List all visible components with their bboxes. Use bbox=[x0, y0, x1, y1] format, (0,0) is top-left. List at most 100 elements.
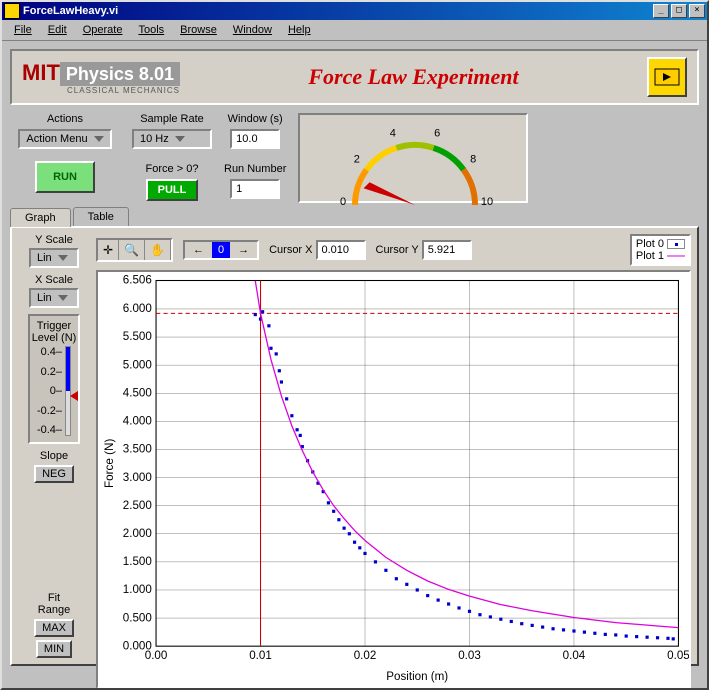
xscale-value: Lin bbox=[37, 292, 52, 304]
yscale-label: Y Scale bbox=[29, 234, 79, 246]
sample-rate-select[interactable]: 10 Hz bbox=[132, 129, 212, 149]
runnum-label: Run Number bbox=[224, 163, 286, 175]
cursor-x-input[interactable]: 0.010 bbox=[316, 240, 366, 260]
prev-button[interactable]: ← bbox=[185, 242, 212, 258]
menu-tools[interactable]: Tools bbox=[130, 22, 172, 38]
menu-edit[interactable]: Edit bbox=[40, 22, 75, 38]
runnum-input[interactable]: 1 bbox=[230, 179, 280, 199]
run-button[interactable]: RUN bbox=[35, 161, 95, 193]
close-button[interactable]: × bbox=[689, 4, 705, 18]
trigger-slider[interactable]: Trigger Level (N) 0.4–0.2–0–-0.2–-0.4– bbox=[28, 314, 81, 444]
actions-menu[interactable]: Action Menu bbox=[18, 129, 111, 149]
legend: Plot 0 Plot 1 bbox=[630, 234, 691, 266]
tabs: Graph Table bbox=[10, 207, 699, 226]
cursor-nav[interactable]: ←0→ bbox=[183, 240, 259, 260]
dropdown-icon bbox=[58, 255, 68, 261]
gauge: 0 2 4 6 8 10 bbox=[298, 113, 528, 203]
dropdown-icon bbox=[94, 136, 104, 142]
xscale-label: X Scale bbox=[29, 274, 79, 286]
svg-text:1.500: 1.500 bbox=[123, 555, 153, 568]
pull-button[interactable]: PULL bbox=[146, 179, 199, 201]
svg-text:5.500: 5.500 bbox=[123, 330, 153, 343]
mit-red: MIT bbox=[22, 60, 60, 85]
crosshair-icon[interactable]: ✛ bbox=[98, 240, 119, 260]
xscale-select[interactable]: Lin bbox=[29, 288, 79, 308]
fit-max-button[interactable]: MAX bbox=[34, 619, 74, 637]
svg-text:0.02: 0.02 bbox=[354, 649, 377, 662]
yscale-select[interactable]: Lin bbox=[29, 248, 79, 268]
svg-text:1.000: 1.000 bbox=[123, 583, 153, 596]
mit-subtitle: CLASSICAL MECHANICS bbox=[22, 86, 180, 95]
cursor-x-label: Cursor X bbox=[269, 244, 312, 256]
app-icon bbox=[4, 3, 20, 19]
menu-window[interactable]: Window bbox=[225, 22, 280, 38]
trigger-label: Trigger Level (N) bbox=[32, 320, 77, 344]
maximize-button[interactable]: □ bbox=[671, 4, 687, 18]
svg-text:2.500: 2.500 bbox=[123, 499, 153, 512]
experiment-title: Force Law Experiment bbox=[308, 64, 518, 90]
svg-text:0.04: 0.04 bbox=[563, 649, 586, 662]
svg-text:Force (N): Force (N) bbox=[103, 439, 116, 488]
menu-browse[interactable]: Browse bbox=[172, 22, 225, 38]
controls-row: Actions Action Menu RUN Sample Rate 10 H… bbox=[10, 113, 699, 203]
svg-text:3.500: 3.500 bbox=[123, 443, 153, 456]
svg-text:2.000: 2.000 bbox=[123, 527, 153, 540]
cursor-index: 0 bbox=[212, 242, 230, 258]
menu-operate[interactable]: Operate bbox=[75, 22, 131, 38]
svg-text:4: 4 bbox=[390, 128, 396, 140]
actions-value: Action Menu bbox=[26, 133, 87, 145]
svg-text:4.500: 4.500 bbox=[123, 386, 153, 399]
svg-text:5.000: 5.000 bbox=[123, 358, 153, 371]
menu-help[interactable]: Help bbox=[280, 22, 319, 38]
legend-plot1: Plot 1 bbox=[636, 250, 664, 262]
window-label: Window (s) bbox=[228, 113, 283, 125]
chart-column: ✛🔍✋ ←0→ Cursor X 0.010 Cursor Y5.921 Plot… bbox=[96, 234, 691, 658]
app-window: ForceLawHeavy.vi _ □ × FileEditOperateTo… bbox=[0, 0, 709, 690]
slider-needle-icon bbox=[70, 391, 78, 401]
graph-panel: Y Scale Lin X Scale Lin Trigger Level (N… bbox=[10, 226, 699, 666]
hand-icon[interactable]: ✋ bbox=[145, 240, 171, 260]
menu-file[interactable]: File bbox=[6, 22, 40, 38]
svg-text:3.000: 3.000 bbox=[123, 471, 153, 484]
window-input[interactable]: 10.0 bbox=[230, 129, 280, 149]
force-label: Force > 0? bbox=[146, 163, 199, 175]
slope-neg-button[interactable]: NEG bbox=[34, 465, 74, 483]
svg-text:4.000: 4.000 bbox=[123, 415, 153, 428]
fit-range-label: Fit Range bbox=[38, 592, 70, 616]
minimize-button[interactable]: _ bbox=[653, 4, 669, 18]
svg-text:6.506: 6.506 bbox=[123, 274, 152, 287]
banner: MITPhysics 8.01 CLASSICAL MECHANICS Forc… bbox=[10, 49, 699, 105]
palette-tools[interactable]: ✛🔍✋ bbox=[96, 238, 173, 262]
svg-text:0.000: 0.000 bbox=[123, 639, 153, 652]
svg-text:0.01: 0.01 bbox=[249, 649, 272, 662]
actions-label: Actions bbox=[47, 113, 83, 125]
svg-text:10: 10 bbox=[481, 196, 493, 205]
left-controls: Y Scale Lin X Scale Lin Trigger Level (N… bbox=[18, 234, 90, 658]
zoom-icon[interactable]: 🔍 bbox=[119, 240, 145, 260]
tab-table[interactable]: Table bbox=[73, 207, 129, 226]
cursor-y-label: Cursor Y bbox=[376, 244, 419, 256]
window-title: ForceLawHeavy.vi bbox=[23, 5, 651, 17]
tab-graph[interactable]: Graph bbox=[10, 208, 71, 227]
svg-text:2: 2 bbox=[354, 154, 360, 166]
yscale-value: Lin bbox=[37, 252, 52, 264]
next-button[interactable]: → bbox=[230, 242, 257, 258]
svg-text:6: 6 bbox=[435, 128, 441, 140]
svg-text:0.500: 0.500 bbox=[123, 611, 153, 624]
fit-min-button[interactable]: MIN bbox=[36, 640, 72, 658]
menubar: FileEditOperateToolsBrowseWindowHelp bbox=[2, 20, 707, 41]
dropdown-icon bbox=[58, 295, 68, 301]
svg-text:6.000: 6.000 bbox=[123, 302, 153, 315]
dropdown-icon bbox=[175, 136, 185, 142]
svg-text:8: 8 bbox=[471, 154, 477, 166]
titlebar[interactable]: ForceLawHeavy.vi _ □ × bbox=[2, 2, 707, 20]
svg-text:0: 0 bbox=[340, 196, 346, 205]
labview-icon bbox=[647, 57, 687, 97]
cursor-y-input[interactable]: 5.921 bbox=[422, 240, 472, 260]
content: MITPhysics 8.01 CLASSICAL MECHANICS Forc… bbox=[2, 41, 707, 688]
svg-text:0.05: 0.05 bbox=[667, 649, 689, 662]
mit-logo: MITPhysics 8.01 CLASSICAL MECHANICS bbox=[22, 60, 180, 95]
slope-label: Slope bbox=[40, 450, 68, 462]
mit-course: Physics 8.01 bbox=[60, 62, 180, 86]
chart-area[interactable]: 0.000.010.020.030.040.050.0000.5001.0001… bbox=[96, 270, 691, 688]
